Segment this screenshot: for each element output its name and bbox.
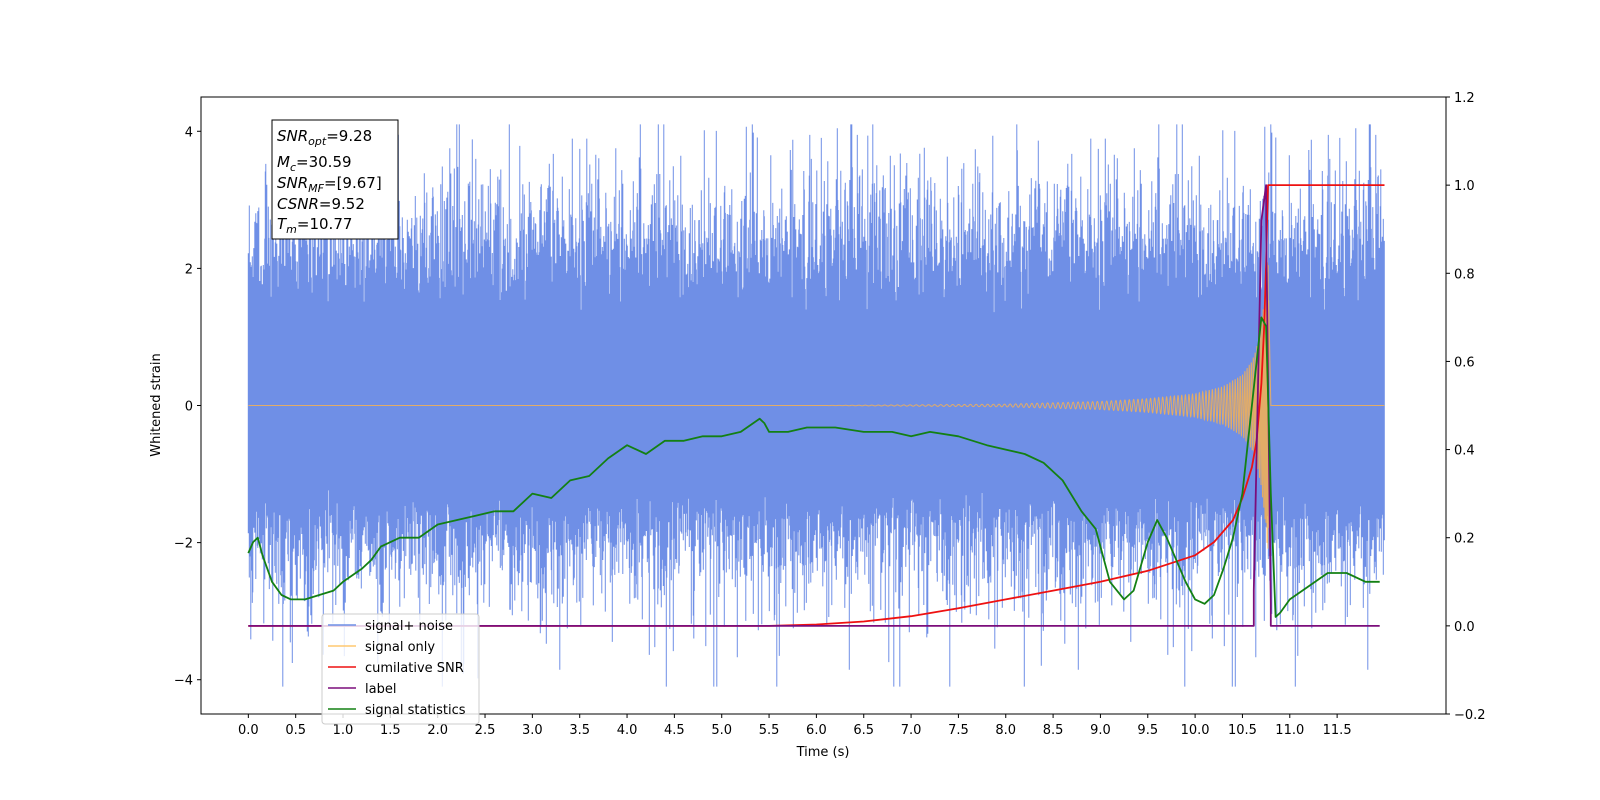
y-tick-label: −2 xyxy=(174,537,193,552)
x-tick-label: 11.5 xyxy=(1323,723,1352,738)
y2-tick-label: 0.8 xyxy=(1454,267,1475,282)
x-tick-label: 0.0 xyxy=(238,723,259,738)
x-tick-label: 4.0 xyxy=(617,723,638,738)
legend-label: signal+ noise xyxy=(365,619,453,634)
legend-label: cumilative SNR xyxy=(365,661,464,676)
y2-tick-label: 1.0 xyxy=(1454,179,1475,194)
x-tick-label: 6.0 xyxy=(806,723,827,738)
x-tick-label: 3.5 xyxy=(569,723,590,738)
y2-tick-label: 0.2 xyxy=(1454,532,1475,547)
legend-box xyxy=(321,613,480,725)
y2-tick-label: 1.2 xyxy=(1454,91,1475,106)
legend-label: signal only xyxy=(365,640,435,655)
x-tick-label: 5.5 xyxy=(759,723,780,738)
legend-item-label: label xyxy=(328,682,396,697)
x-tick-label: 8.5 xyxy=(1043,723,1064,738)
x-tick-label: 6.5 xyxy=(853,723,874,738)
legend-label: label xyxy=(365,682,396,697)
y2-tick-label: 0.6 xyxy=(1454,355,1475,370)
x-tick-label: 1.5 xyxy=(380,723,401,738)
annotation-tm: Tm=10.77 xyxy=(277,215,352,236)
y-axis-ticks: −4 −2 0 2 4 xyxy=(174,125,201,689)
annotation-csnr: CSNR=9.52 xyxy=(277,195,365,213)
y2-tick-label: −0.2 xyxy=(1454,708,1486,723)
x-tick-label: 7.5 xyxy=(948,723,969,738)
x-axis-ticks: 0.0 0.5 1.0 1.5 2.0 2.5 3.0 3.5 4.0 4.5 5.0 5.5 6.0 6… xyxy=(238,714,1352,738)
annotation-snr-mf: SNRMF=[9.67] xyxy=(277,174,382,195)
x-tick-label: 9.0 xyxy=(1090,723,1111,738)
x-tick-label: 10.0 xyxy=(1181,723,1210,738)
x-tick-label: 2.0 xyxy=(427,723,448,738)
legend: signal+ noise signal only cumilative SNR… xyxy=(321,613,480,725)
x-tick-label: 8.0 xyxy=(995,723,1016,738)
y-tick-label: 4 xyxy=(185,125,193,140)
x-tick-label: 1.0 xyxy=(333,723,354,738)
legend-item-signal-noise: signal+ noise xyxy=(328,619,453,634)
x-tick-label: 2.5 xyxy=(475,723,496,738)
annotation-snr-opt: SNRopt=9.28 xyxy=(277,127,372,148)
label-line xyxy=(248,184,1380,627)
y-axis-label: Whitened strain xyxy=(149,353,164,456)
x-tick-label: 7.0 xyxy=(901,723,922,738)
signal-statistics-line xyxy=(247,316,1380,618)
y2-tick-label: 0.4 xyxy=(1454,444,1475,459)
legend-item-cumulative-snr: cumilative SNR xyxy=(328,661,464,676)
x-tick-label: 4.5 xyxy=(664,723,685,738)
legend-item-signal-only: signal only xyxy=(328,640,435,655)
signal-only-line xyxy=(248,262,1385,549)
signal-only-series xyxy=(248,262,1385,549)
x-tick-label: 10.5 xyxy=(1228,723,1257,738)
legend-item-signal-statistics: signal statistics xyxy=(328,703,466,718)
y-tick-label: 2 xyxy=(185,262,193,277)
y-tick-label: 0 xyxy=(185,400,193,415)
x-tick-label: 11.0 xyxy=(1275,723,1304,738)
annotation-mc: Mc=30.59 xyxy=(277,153,352,174)
annotation-box: SNRopt=9.28 Mc=30.59 SNRMF=[9.67] CSNR=9… xyxy=(271,119,399,240)
x-tick-label: 5.0 xyxy=(711,723,732,738)
legend-label: signal statistics xyxy=(365,703,466,718)
y2-tick-label: 0.0 xyxy=(1454,620,1475,635)
series-lines xyxy=(247,184,1385,627)
x-axis-label: Time (s) xyxy=(796,745,850,760)
x-tick-label: 3.0 xyxy=(522,723,543,738)
y-tick-label: −4 xyxy=(174,674,193,689)
x-tick-label: 0.5 xyxy=(285,723,306,738)
y2-axis-ticks: −0.2 0.0 0.2 0.4 0.6 0.8 1.0 1.2 xyxy=(1446,91,1486,723)
x-tick-label: 9.5 xyxy=(1137,723,1158,738)
